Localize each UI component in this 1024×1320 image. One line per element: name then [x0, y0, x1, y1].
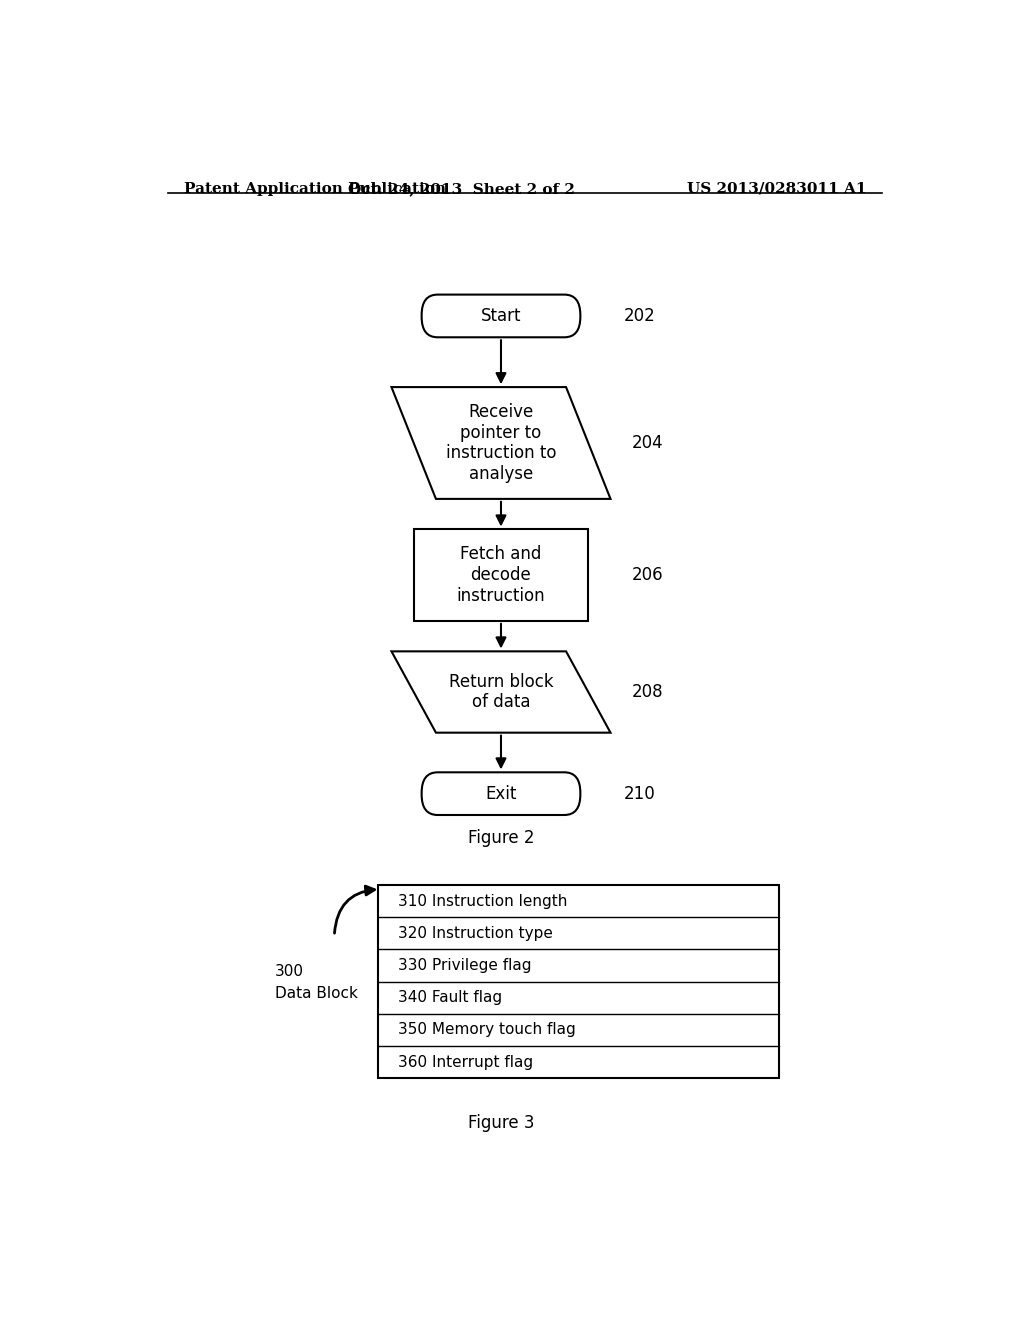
Polygon shape: [391, 651, 610, 733]
Text: 350 Memory touch flag: 350 Memory touch flag: [397, 1023, 575, 1038]
Text: US 2013/0283011 A1: US 2013/0283011 A1: [686, 182, 866, 195]
Text: 360 Interrupt flag: 360 Interrupt flag: [397, 1055, 532, 1069]
Text: Oct. 24, 2013  Sheet 2 of 2: Oct. 24, 2013 Sheet 2 of 2: [348, 182, 574, 195]
Text: 206: 206: [632, 566, 664, 585]
Text: 202: 202: [624, 308, 655, 325]
FancyBboxPatch shape: [422, 772, 581, 814]
Bar: [378, 886, 778, 1078]
Text: Figure 2: Figure 2: [468, 829, 535, 847]
Text: 204: 204: [632, 434, 664, 451]
Bar: [414, 529, 588, 620]
Text: Exit: Exit: [485, 784, 517, 803]
Text: Start: Start: [480, 308, 521, 325]
FancyBboxPatch shape: [422, 294, 581, 338]
Text: 210: 210: [624, 784, 655, 803]
Polygon shape: [391, 387, 610, 499]
Text: 340 Fault flag: 340 Fault flag: [397, 990, 502, 1006]
Text: Data Block: Data Block: [274, 986, 357, 1002]
Text: Fetch and
decode
instruction: Fetch and decode instruction: [457, 545, 546, 605]
Text: Return block
of data: Return block of data: [449, 673, 553, 711]
Text: 330 Privilege flag: 330 Privilege flag: [397, 958, 531, 973]
Text: 300: 300: [274, 964, 304, 979]
Text: Receive
pointer to
instruction to
analyse: Receive pointer to instruction to analys…: [445, 403, 556, 483]
Text: 208: 208: [632, 682, 664, 701]
Text: 310 Instruction length: 310 Instruction length: [397, 894, 567, 908]
Text: 320 Instruction type: 320 Instruction type: [397, 925, 553, 941]
Text: Figure 3: Figure 3: [468, 1114, 535, 1131]
Text: Patent Application Publication: Patent Application Publication: [183, 182, 445, 195]
